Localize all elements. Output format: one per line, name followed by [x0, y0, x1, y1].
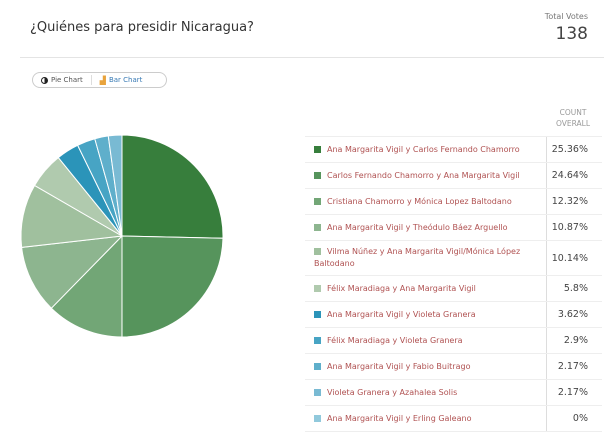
option-text: Ana Margarita Vigil y Fabio Buitrago: [327, 361, 471, 371]
toggle-separator: [90, 75, 92, 85]
poll-title: ¿Quiénes para presidir Nicaragua?: [30, 20, 254, 35]
option-label[interactable]: Cristiana Chamorro y Mónica Lopez Baltod…: [305, 196, 546, 208]
total-votes-value: 138: [555, 24, 588, 44]
option-percent: 2.17%: [546, 380, 602, 405]
chart-type-toggle: Pie Chart ▟ Bar Chart: [32, 72, 167, 88]
option-label[interactable]: Ana Margarita Vigil y Erling Galeano: [305, 413, 546, 425]
legend-swatch: [314, 197, 321, 205]
pie-chart-icon: [41, 76, 48, 84]
option-label[interactable]: Vilma Núñez y Ana Margarita Vigil/Mónica…: [305, 246, 546, 270]
option-text: Félix Maradiaga y Ana Margarita Vigil: [327, 283, 476, 293]
legend-swatch: [314, 388, 321, 396]
option-text: Carlos Fernando Chamorro y Ana Margarita…: [327, 170, 520, 180]
option-text: Vilma Núñez y Ana Margarita Vigil/Mónica…: [314, 247, 521, 268]
option-percent: 2.17%: [546, 354, 602, 379]
legend-swatch: [314, 362, 321, 370]
option-percent: 12.32%: [546, 189, 602, 214]
table-row: Violeta Granera y Azahalea Solis 2.17%: [305, 379, 602, 405]
table-row: Cristiana Chamorro y Mónica Lopez Baltod…: [305, 188, 602, 214]
option-text: Violeta Granera y Azahalea Solis: [327, 387, 458, 397]
option-text: Ana Margarita Vigil y Theódulo Báez Argu…: [327, 222, 508, 232]
bar-chart-icon: ▟: [99, 75, 106, 85]
results-table: Ana Margarita Vigil y Carlos Fernando Ch…: [305, 136, 602, 432]
legend-swatch: [314, 171, 321, 179]
option-percent: 10.14%: [546, 241, 602, 275]
option-label[interactable]: Ana Margarita Vigil y Theódulo Báez Argu…: [305, 222, 546, 234]
table-row: Ana Margarita Vigil y Carlos Fernando Ch…: [305, 136, 602, 162]
legend-swatch: [314, 145, 321, 153]
table-row: Ana Margarita Vigil y Fabio Buitrago 2.17…: [305, 353, 602, 379]
option-label[interactable]: Félix Maradiaga y Violeta Granera: [305, 335, 546, 347]
option-text: Cristiana Chamorro y Mónica Lopez Baltod…: [327, 196, 512, 206]
option-text: Ana Margarita Vigil y Carlos Fernando Ch…: [327, 144, 520, 154]
option-percent: 2.9%: [546, 328, 602, 353]
option-label[interactable]: Ana Margarita Vigil y Fabio Buitrago: [305, 361, 546, 373]
pie-slice[interactable]: [121, 235, 224, 338]
count-overall-header: COUNT OVERALL: [555, 108, 591, 128]
option-percent: 3.62%: [546, 302, 602, 327]
table-row: Ana Margarita Vigil y Theódulo Báez Argu…: [305, 214, 602, 240]
legend-swatch: [314, 284, 321, 292]
option-label[interactable]: Ana Margarita Vigil y Violeta Granera: [305, 309, 546, 321]
legend-swatch: [314, 336, 321, 344]
table-row: Ana Margarita Vigil y Violeta Granera 3.6…: [305, 301, 602, 327]
pie-slice[interactable]: [107, 134, 123, 237]
pie-chart-label: Pie Chart: [51, 76, 83, 84]
pie-slice[interactable]: [121, 134, 224, 239]
divider: [20, 57, 604, 58]
table-row: Ana Margarita Vigil y Erling Galeano 0%: [305, 405, 602, 432]
table-row: Félix Maradiaga y Ana Margarita Vigil 5.8…: [305, 275, 602, 301]
bar-chart-label: Bar Chart: [108, 76, 143, 84]
table-row: Félix Maradiaga y Violeta Granera 2.9%: [305, 327, 602, 353]
option-text: Ana Margarita Vigil y Erling Galeano: [327, 413, 472, 423]
option-label[interactable]: Violeta Granera y Azahalea Solis: [305, 387, 546, 399]
option-label[interactable]: Ana Margarita Vigil y Carlos Fernando Ch…: [305, 144, 546, 156]
option-label[interactable]: Carlos Fernando Chamorro y Ana Margarita…: [305, 170, 546, 182]
bar-chart-button[interactable]: ▟ Bar Chart: [92, 76, 151, 85]
option-percent: 25.36%: [546, 137, 602, 162]
option-percent: 24.64%: [546, 163, 602, 188]
pie-chart: [20, 134, 224, 338]
legend-swatch: [314, 310, 321, 318]
table-row: Vilma Núñez y Ana Margarita Vigil/Mónica…: [305, 240, 602, 275]
legend-swatch: [314, 248, 321, 255]
option-text: Ana Margarita Vigil y Violeta Granera: [327, 309, 476, 319]
pie-chart-button[interactable]: Pie Chart: [33, 76, 91, 84]
option-text: Félix Maradiaga y Violeta Granera: [327, 335, 463, 345]
option-percent: 5.8%: [546, 276, 602, 301]
option-label[interactable]: Félix Maradiaga y Ana Margarita Vigil: [305, 283, 546, 295]
total-votes-label: Total Votes: [544, 12, 588, 21]
legend-swatch: [314, 414, 321, 422]
option-percent: 10.87%: [546, 215, 602, 240]
table-row: Carlos Fernando Chamorro y Ana Margarita…: [305, 162, 602, 188]
legend-swatch: [314, 223, 321, 231]
pie-slice[interactable]: [21, 235, 124, 309]
option-percent: 0%: [546, 406, 602, 431]
pie-slice[interactable]: [50, 234, 123, 338]
